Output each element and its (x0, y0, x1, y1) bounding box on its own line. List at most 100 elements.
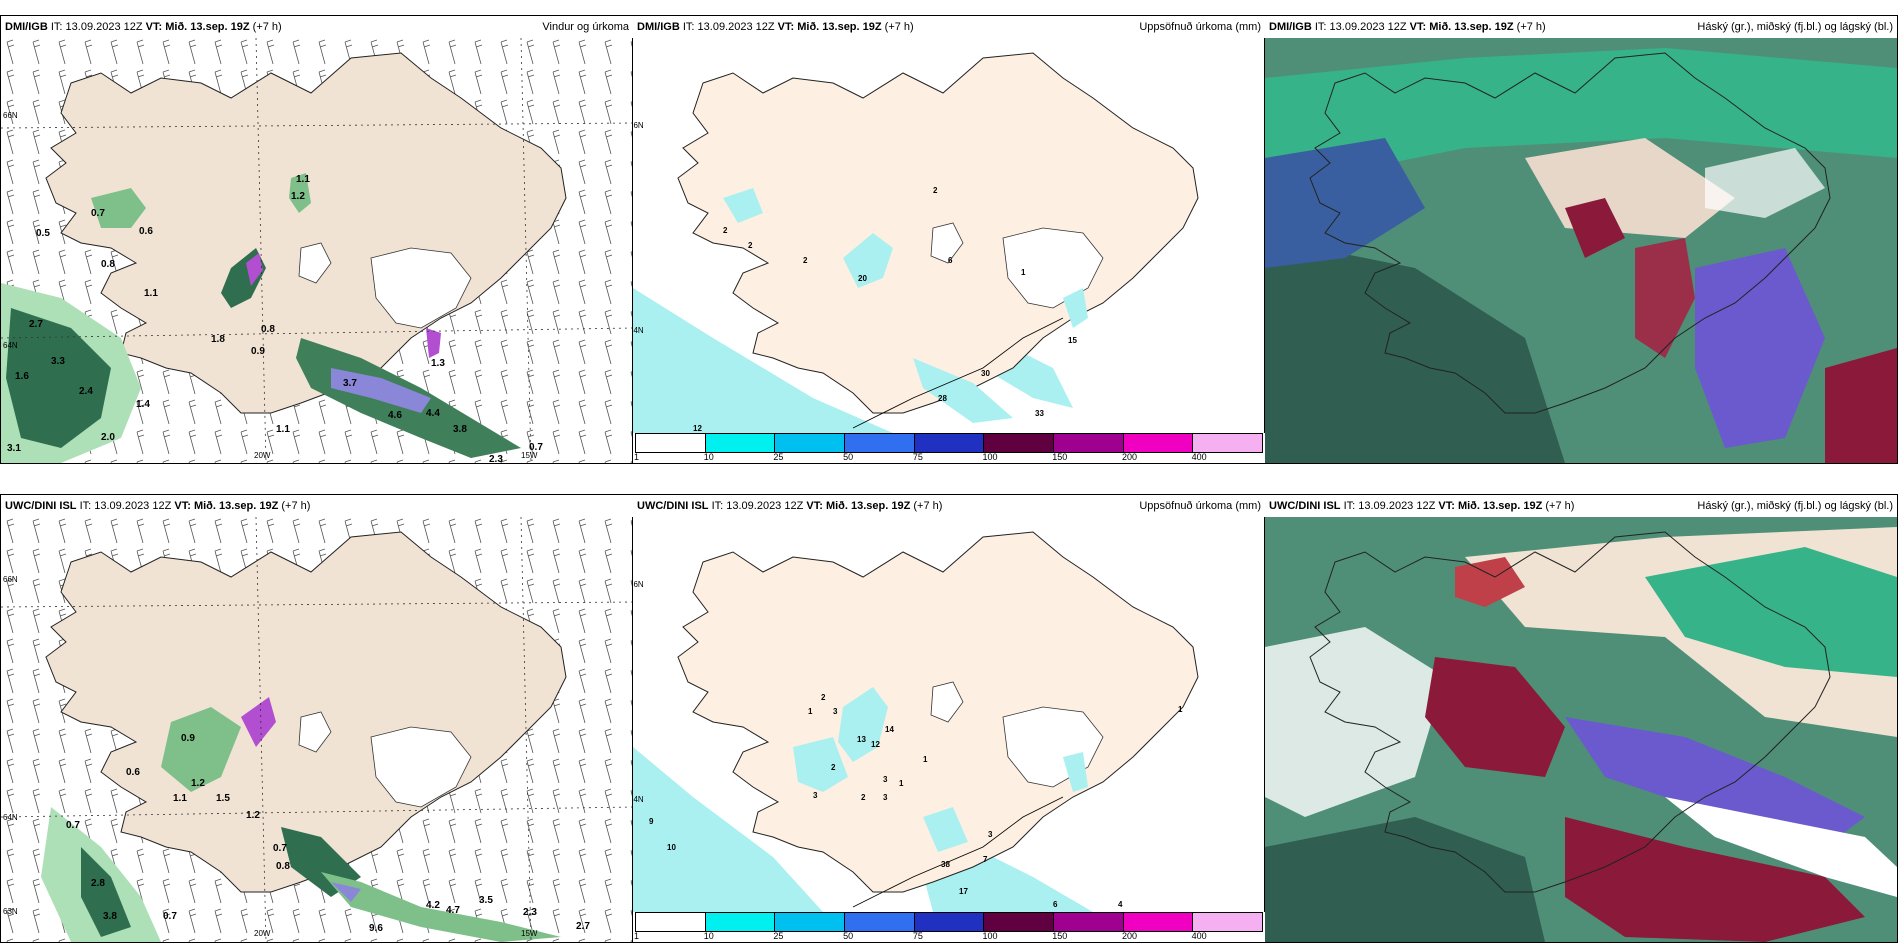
precip-band (161, 707, 241, 792)
precip-value: 1 (1021, 268, 1026, 277)
colorbar-cell (775, 434, 846, 452)
colorbar-label: 100 (982, 452, 998, 462)
precip-value: 4.7 (446, 905, 460, 916)
precip-value: 3 (813, 791, 818, 800)
precip-value: 10 (667, 843, 676, 852)
it-value: 13.09.2023 12Z (697, 21, 775, 33)
precip-value: 3.5 (479, 895, 493, 906)
graticule-line (255, 38, 267, 463)
precip-value: 1.5 (216, 793, 230, 804)
vt-value: Mið. 13.sep. 19Z (797, 21, 882, 33)
lat-tick: 64N (633, 795, 644, 804)
precip-value: 2 (831, 763, 836, 772)
precip-value: 0.6 (126, 767, 140, 778)
precip-value: 4 (1118, 900, 1123, 909)
precip-area (793, 737, 848, 792)
lon-tick: 15W (521, 929, 538, 938)
precip-value: 1 (808, 707, 813, 716)
precip-area (1063, 752, 1088, 792)
colorbar-cell (914, 434, 985, 452)
precip-value: 14 (885, 725, 894, 734)
vt-label: VT: (1438, 500, 1455, 512)
model-name: DMI/IGB (5, 21, 48, 33)
it-label: IT: (1314, 21, 1327, 33)
map-canvas (1, 38, 633, 463)
precip-value: 1.1 (296, 174, 310, 185)
precip-band (426, 328, 441, 358)
map-area (1, 38, 633, 463)
precip-value: 3.8 (103, 911, 117, 922)
glacier (298, 242, 332, 284)
precip-value: 1.1 (276, 424, 290, 435)
precip-value: 6 (1053, 900, 1058, 909)
colorbar: 1 10 25 50 75 100 150 200 400 (633, 433, 1265, 463)
precip-value: 1.3 (431, 358, 445, 369)
model-name: UWC/DINI ISL (1269, 500, 1341, 512)
precip-band (289, 173, 311, 213)
colorbar-label: 200 (1121, 931, 1137, 941)
lead-time: (+7 h) (1545, 500, 1575, 512)
precip-area (633, 747, 823, 912)
lead-time: (+7 h) (281, 500, 311, 512)
graticule-line (255, 517, 267, 942)
colorbar-label: 1 (634, 452, 640, 462)
colorbar-label: 150 (1052, 452, 1068, 462)
colorbar-label: 25 (773, 931, 784, 941)
colorbar-label: 10 (703, 452, 714, 462)
colorbar-label: 50 (843, 452, 854, 462)
map-area (633, 38, 1265, 433)
precip-band (81, 847, 131, 937)
precip-band (321, 872, 561, 942)
colorbar-labels: 1 10 25 50 75 100 150 200 400 (634, 931, 1263, 942)
colorbar: 1 10 25 50 75 100 150 200 400 (633, 912, 1265, 942)
precip-value: 0.8 (261, 324, 275, 335)
precip-area (1063, 288, 1088, 328)
cloud-layer (1565, 717, 1865, 847)
panel-title: Uppsöfnuð úrkoma (mm) (1139, 500, 1261, 512)
lat-tick: 63N (3, 907, 18, 916)
map-canvas (1265, 38, 1897, 463)
precip-value: 0.7 (529, 442, 543, 453)
colorbar-label: 400 (1191, 931, 1207, 941)
colorbar-cell (984, 913, 1055, 931)
panel-dmi-clouds: DMI/IGB IT: 13.09.2023 12Z VT: Mið. 13.s… (1264, 15, 1898, 464)
colorbar-cell (914, 913, 985, 931)
lead-time: (+7 h) (884, 21, 914, 33)
panel-uwc-accum-precip: UWC/DINI ISL IT: 13.09.2023 12Z VT: Mið.… (632, 494, 1266, 943)
panel-title: Háský (gr.), miðský (fj.bl.) og lágský (… (1697, 21, 1893, 33)
precip-value: 12 (693, 424, 702, 433)
iceland-land (45, 52, 567, 414)
lon-tick: 15W (521, 451, 538, 460)
lat-tick: 66N (3, 575, 18, 584)
model-name: UWC/DINI ISL (637, 500, 709, 512)
colorbar-cell (984, 434, 1055, 452)
precip-value: 3.8 (453, 424, 467, 435)
graticule-line (520, 517, 532, 942)
precip-value: 3 (833, 707, 838, 716)
vt-label: VT: (174, 500, 191, 512)
panel-header: DMI/IGB IT: 13.09.2023 12Z VT: Mið. 13.s… (1, 16, 633, 38)
it-label: IT: (50, 21, 63, 33)
colorbar-label: 1 (634, 931, 640, 941)
cloud-layer (1265, 817, 1545, 942)
precip-value: 2.3 (523, 907, 537, 918)
colorbar-cell (636, 913, 706, 931)
cloud-layer (1265, 138, 1425, 268)
precip-value: 1.1 (173, 793, 187, 804)
precip-value: 0.9 (251, 346, 265, 357)
vt-value: Mið. 13.sep. 19Z (193, 500, 279, 512)
it-value: 13.09.2023 12Z (65, 21, 143, 33)
precip-value: 2.7 (576, 921, 590, 932)
vt-label: VT: (145, 21, 163, 33)
panel-uwc-wind-precip: UWC/DINI ISL IT: 13.09.2023 12Z VT: Mið.… (0, 494, 634, 943)
map-canvas (633, 531, 1199, 912)
panel-title: Uppsöfnuð úrkoma (mm) (1139, 21, 1261, 33)
colorbar-cell (705, 913, 776, 931)
colorbar-label: 150 (1052, 931, 1068, 941)
glacier (370, 247, 472, 329)
precip-value: 1 (1178, 705, 1183, 714)
it-value: 13.09.2023 12Z (1358, 500, 1436, 512)
model-name: DMI/IGB (637, 21, 680, 33)
lead-time: (+7 h) (913, 500, 943, 512)
colorbar-cell (1123, 913, 1194, 931)
